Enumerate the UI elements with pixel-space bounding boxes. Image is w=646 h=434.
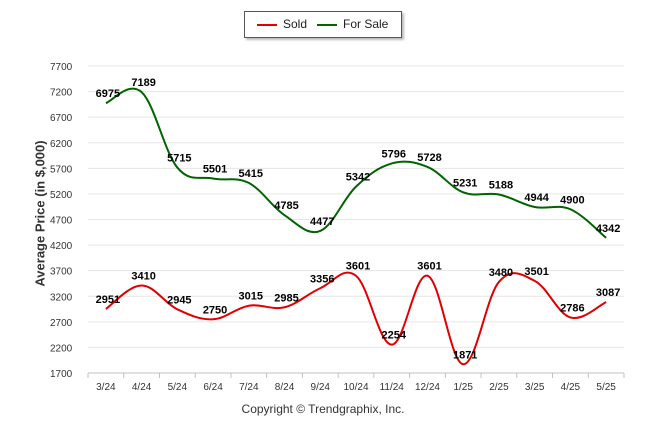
legend-forsale-swatch <box>317 24 337 26</box>
y-tick-label: 2700 <box>50 318 73 329</box>
data-label-for-sale: 4342 <box>596 223 620 235</box>
x-tick-label: 12/24 <box>415 382 440 393</box>
x-tick-label: 11/24 <box>380 382 405 393</box>
x-tick-label: 10/24 <box>343 382 368 393</box>
x-tick-label: 2/25 <box>489 382 509 393</box>
y-tick-label: 6200 <box>50 139 73 150</box>
legend-sold-swatch <box>257 24 277 26</box>
grid-lines <box>88 65 624 374</box>
y-tick-label: 3200 <box>50 292 73 303</box>
y-tick-label: 7200 <box>50 88 73 99</box>
x-tick-label: 8/24 <box>275 382 295 393</box>
legend-sold-label: Sold <box>283 17 308 31</box>
data-label-sold: 3601 <box>346 261 370 273</box>
y-tick-label: 7700 <box>50 62 73 73</box>
data-labels: 2951 3410 2945 2750 3015 2985 3356 3601 2254 3601… <box>96 77 621 361</box>
data-label-sold: 1871 <box>453 349 477 361</box>
y-tick-label: 5200 <box>50 190 73 201</box>
data-label-for-sale: 5715 <box>167 153 191 165</box>
x-tick-label: 7/24 <box>239 382 259 393</box>
data-label-for-sale: 5728 <box>417 152 441 164</box>
y-axis-ticks: 1700 2200 2700 3200 3700 4200 4700 5200 5700 6200… <box>50 62 73 380</box>
data-label-for-sale: 4785 <box>274 200 298 212</box>
x-axis-ticks: 3/24 4/24 5/24 6/24 7/24 8/24 9/24 10/24 11/24 12… <box>87 373 625 393</box>
data-label-for-sale: 7189 <box>131 77 155 89</box>
data-label-for-sale: 5501 <box>203 164 227 176</box>
series-line-sold <box>105 271 607 366</box>
y-tick-label: 6700 <box>50 113 73 124</box>
x-tick-label: 5/25 <box>596 382 616 393</box>
series-line-for-sale <box>105 87 607 239</box>
legend: Sold For Sale <box>244 11 402 38</box>
data-label-for-sale: 4900 <box>560 194 584 206</box>
y-tick-label: 5700 <box>50 164 73 175</box>
data-label-sold: 2750 <box>203 304 227 316</box>
y-tick-label: 4200 <box>50 241 73 252</box>
data-label-sold: 3356 <box>310 273 334 285</box>
legend-forsale-label: For Sale <box>343 17 389 31</box>
x-tick-label: 3/24 <box>96 382 116 393</box>
data-label-sold: 3501 <box>524 266 548 278</box>
data-label-sold: 3601 <box>417 261 441 273</box>
data-label-for-sale: 5188 <box>489 180 513 192</box>
data-label-sold: 2945 <box>167 294 191 306</box>
x-tick-label: 3/25 <box>525 382 545 393</box>
data-label-for-sale: 5231 <box>453 177 477 189</box>
data-label-sold: 2786 <box>560 302 584 314</box>
x-tick-label: 4/24 <box>132 382 152 393</box>
data-label-for-sale: 4477 <box>310 216 334 228</box>
data-label-for-sale: 5342 <box>346 172 370 184</box>
data-label-sold: 2951 <box>96 294 120 306</box>
data-label-sold: 2985 <box>274 292 298 304</box>
x-tick-label: 9/24 <box>311 382 331 393</box>
x-tick-label: 5/24 <box>168 382 188 393</box>
y-tick-label: 4700 <box>50 216 73 227</box>
copyright-credit: Copyright © Trendgraphix, Inc. <box>241 402 405 416</box>
y-tick-label: 1700 <box>50 369 73 380</box>
data-label-sold: 3087 <box>596 287 620 299</box>
y-tick-label: 3700 <box>50 267 73 278</box>
data-label-for-sale: 5415 <box>239 168 263 180</box>
data-label-for-sale: 6975 <box>96 88 120 100</box>
data-label-sold: 3410 <box>131 271 155 283</box>
data-label-sold: 2254 <box>381 330 406 342</box>
series-lines <box>105 87 607 366</box>
data-label-for-sale: 4944 <box>524 192 549 204</box>
y-axis-title: Average Price (in $,000) <box>32 140 48 287</box>
data-label-sold: 3480 <box>489 267 513 279</box>
y-tick-label: 2200 <box>50 343 73 354</box>
x-tick-label: 6/24 <box>203 382 223 393</box>
x-tick-label: 4/25 <box>561 382 581 393</box>
data-label-for-sale: 5796 <box>381 148 405 160</box>
x-tick-label: 1/25 <box>453 382 473 393</box>
data-label-sold: 3015 <box>239 291 263 303</box>
